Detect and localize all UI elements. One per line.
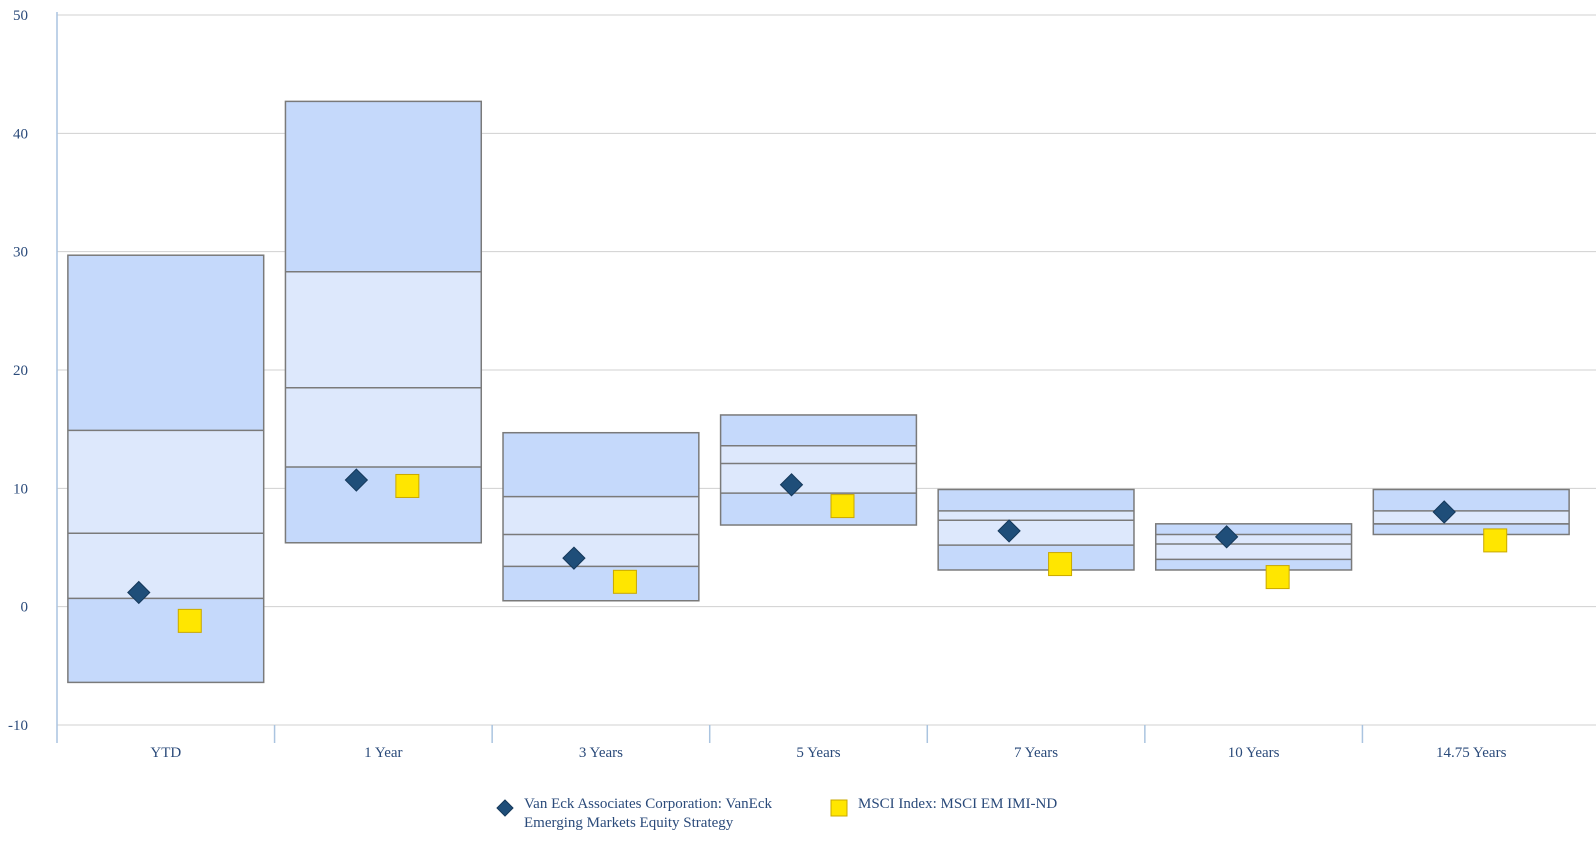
x-tick-label: 1 Year — [364, 745, 402, 761]
band-top-quartile — [1155, 523, 1352, 535]
x-tick-label: YTD — [150, 745, 181, 761]
legend-label-index: MSCI Index: MSCI EM IMI-ND — [858, 796, 1058, 812]
band-second-quartile — [1373, 510, 1570, 524]
band-top-quartile — [720, 414, 917, 446]
band-second-quartile — [938, 510, 1134, 521]
y-tick-label: 10 — [13, 481, 28, 497]
index-square-point — [1048, 552, 1073, 577]
index-square-point — [1265, 565, 1290, 590]
fund-diamond-point — [1432, 500, 1456, 524]
band-third-quartile — [720, 463, 917, 494]
band-border — [1372, 488, 1570, 536]
band-bottom-quartile — [1155, 559, 1352, 570]
band-border — [719, 414, 918, 526]
y-tick-label: 30 — [13, 245, 28, 261]
fund-diamond-point — [344, 468, 369, 492]
fund-diamond-point — [562, 546, 586, 570]
fund-diamond-point — [127, 580, 151, 605]
band-second-quartile — [67, 430, 264, 534]
index-square-point — [1483, 528, 1508, 553]
band-bottom-quartile — [285, 467, 482, 543]
band-border — [502, 431, 700, 602]
band-top-quartile — [503, 432, 699, 497]
band-third-quartile — [503, 534, 699, 567]
y-tick-label: 0 — [21, 600, 29, 616]
band-border — [284, 100, 483, 544]
band-second-quartile — [285, 271, 482, 388]
diamond-marker-icon — [496, 799, 514, 817]
y-tick-label: 50 — [13, 8, 28, 24]
square-marker-icon — [830, 799, 848, 817]
band-second-quartile — [1155, 534, 1352, 544]
band-bottom-quartile — [503, 566, 699, 601]
fund-diamond-point — [1214, 525, 1239, 549]
band-border — [67, 254, 265, 684]
band-third-quartile — [67, 533, 264, 599]
x-tick-label: 7 Years — [1014, 745, 1058, 761]
fund-diamond-point — [997, 519, 1021, 543]
fund-diamond-point — [779, 473, 804, 497]
band-border — [937, 488, 1135, 571]
band-top-quartile — [285, 101, 482, 272]
x-tick-label: 3 Years — [579, 745, 623, 761]
band-second-quartile — [503, 496, 699, 535]
band-bottom-quartile — [720, 493, 917, 526]
legend: Van Eck Associates Corporation: VanEck E… — [0, 795, 1596, 845]
legend-item-fund: Van Eck Associates Corporation: VanEck E… — [496, 795, 814, 833]
band-third-quartile — [1155, 543, 1352, 560]
band-bottom-quartile — [938, 545, 1134, 570]
legend-item-index: MSCI Index: MSCI EM IMI-ND — [830, 795, 1148, 817]
index-square-point — [395, 473, 420, 498]
band-second-quartile — [720, 445, 917, 464]
index-square-point — [177, 608, 202, 633]
floating-bar-chart: -10 0 10 20 30 40 50 YTD 1 Year 3 Years 5 Years 7 Y… — [8, 8, 1596, 761]
y-tick-label: 40 — [13, 126, 28, 142]
band-third-quartile — [938, 520, 1134, 546]
band-border — [1154, 523, 1353, 571]
y-tick-label: -10 — [8, 718, 28, 734]
index-square-point — [612, 569, 637, 594]
x-tick-label: 5 Years — [796, 745, 840, 761]
y-tick-label: 20 — [13, 363, 28, 379]
x-tick-label: 10 Years — [1228, 745, 1280, 761]
band-top-quartile — [1373, 489, 1570, 511]
band-bottom-quartile — [1373, 523, 1570, 535]
legend-label-fund: Van Eck Associates Corporation: VanEck E… — [524, 796, 773, 831]
band-top-quartile — [67, 255, 264, 431]
x-tick-label: 14.75 Years — [1436, 745, 1507, 761]
band-bottom-quartile — [67, 598, 264, 683]
band-top-quartile — [938, 489, 1134, 511]
index-square-point — [830, 494, 855, 519]
band-third-quartile — [285, 387, 482, 468]
